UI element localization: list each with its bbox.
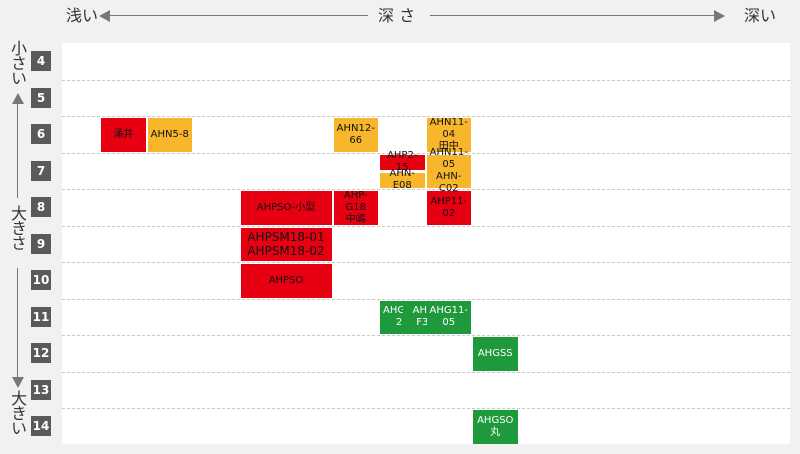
item-box: AHP11-02 [426,191,471,225]
x-axis-title: 深 さ [378,6,416,25]
item-box: AHG11-05 [426,300,471,334]
item-label: AHN-E08 [389,168,415,192]
item-label: AHPSO [268,274,304,286]
item-box: AHN12-66 [333,118,378,152]
item-label: 涌井 [113,128,134,140]
left-arrow-icon [99,10,110,22]
row-gridline [62,79,790,81]
item-label: AHPSM18-02 [247,244,325,259]
size-row-label: 14 [31,416,51,437]
size-row-label: 11 [31,306,51,327]
size-row-label: 13 [31,379,51,400]
item-box: AHN11-05 AHN-C02 [426,147,471,194]
up-arrow-icon [12,93,24,104]
item-box: AHP-G18 中嶋 [333,189,378,225]
item-label: AHN11-04 [429,116,468,140]
row-gridline [62,262,790,263]
row-gridline [62,116,790,117]
item-label: AHP-G18 [343,189,368,213]
item-label: AHP11-02 [430,195,468,219]
size-row-label: 5 [31,87,51,108]
x-axis-right-label: 深い [744,6,777,25]
size-row-label: 8 [31,197,51,218]
row-gridline [62,335,790,336]
right-arrow-icon [714,10,725,22]
item-box: AHN5-8 [147,118,192,152]
item-box: AHPSM18-01 AHPSM18-02 [240,227,332,261]
item-label: AHN-C02 [436,171,462,195]
row-gridline [62,152,790,154]
item-label: AHN11-05 [429,147,468,171]
row-gridline [62,189,790,190]
size-row-label: 12 [31,343,51,364]
item-label: AHN5-8 [150,128,189,140]
item-label: 中嶋 [345,213,366,225]
item-label: AHGSO [477,414,514,426]
item-box: AHN11-04 田中 [426,116,471,152]
item-label: 田中 [438,140,459,152]
row-gridline [62,225,790,227]
size-row-label: 9 [31,233,51,254]
item-box: AHN-E08 [380,168,425,191]
row-gridline [62,298,790,300]
item-box: AHPSO [240,264,332,298]
size-row-label: 10 [31,270,51,291]
item-box: AHGSO 丸 [473,410,518,444]
item-label: AHPSO-小型 [256,201,316,213]
x-axis-arrow-line-left [110,15,368,16]
item-label: AHP2-15 [387,150,418,174]
row-gridline [62,371,790,373]
row-gridline [62,408,790,409]
x-axis-arrow-line-right [430,15,714,16]
size-row-label: 7 [31,160,51,181]
size-row-label: 4 [31,51,51,72]
item-box: AHPSO-小型 [240,191,332,225]
item-label: AHN12-66 [336,122,375,146]
item-label: AHGSS [477,347,513,359]
x-axis-left-label: 浅い [66,6,99,25]
item-label: AHPSM18-01 [247,230,325,245]
y-axis-title: 大きさ [8,205,27,250]
item-label: AHG10-26 [383,305,422,329]
item-box: AHP2-15 [380,150,425,173]
y-axis-top-label: 小さい [8,40,27,85]
y-axis-arrow-line-top [17,102,18,198]
down-arrow-icon [12,377,24,388]
y-axis-bottom-label: 大きい [8,390,27,435]
item-box: 涌井 [101,118,146,152]
item-label: AHG-F37 [412,305,439,329]
item-box: AHGSS [473,337,518,371]
item-label: AHG11-05 [429,305,468,329]
y-axis-arrow-line-bottom [17,268,18,378]
size-row-label: 6 [31,124,51,145]
plot-area [62,43,790,444]
item-label: 丸 [490,426,501,438]
